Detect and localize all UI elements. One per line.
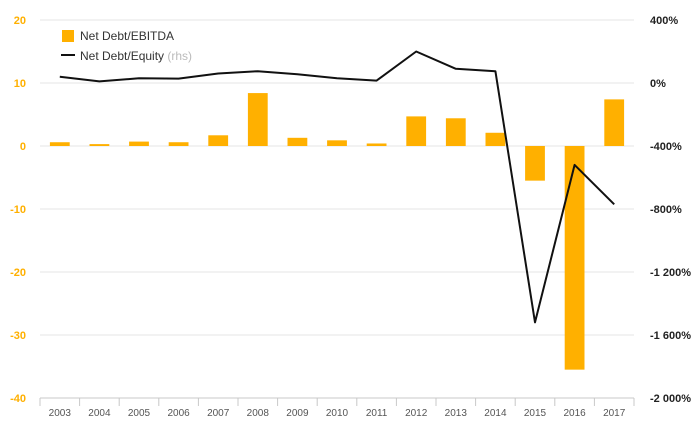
x-tick-label: 2005 — [128, 408, 151, 419]
right-tick-label: 0% — [650, 78, 666, 90]
x-tick-label: 2010 — [326, 408, 349, 419]
bar-2010 — [327, 140, 347, 146]
right-tick-label: -800% — [650, 204, 682, 216]
x-tick-label: 2006 — [167, 408, 190, 419]
bar-2009 — [287, 137, 308, 146]
bar-2007 — [208, 135, 229, 146]
right-tick-label: -1 600% — [650, 330, 691, 342]
left-tick-label: -40 — [10, 393, 26, 405]
left-axis: 20 10 0 -10 -20 -30 -40 — [10, 15, 26, 405]
legend-label-net-debt-equity: Net Debt/Equity (rhs) — [80, 49, 192, 63]
x-tick-label: 2007 — [207, 408, 230, 419]
right-tick-label: -1 200% — [650, 267, 691, 279]
x-tick-label: 2003 — [49, 408, 72, 419]
bar-2014 — [485, 132, 506, 146]
net-debt-equity-line — [59, 50, 615, 324]
gridlines — [40, 19, 634, 399]
left-tick-label: -30 — [10, 330, 26, 342]
x-tick-label: 2008 — [247, 408, 270, 419]
bar-2016 — [564, 146, 585, 370]
legend-label-net-debt-ebitda: Net Debt/EBITDA — [80, 29, 174, 43]
bar-2003 — [49, 142, 70, 146]
x-tick-label: 2011 — [366, 408, 388, 419]
right-tick-label: 400% — [650, 15, 678, 27]
line-series-net-debt-equity — [59, 50, 615, 324]
bar-2008 — [247, 93, 268, 146]
x-tick-label: 2009 — [286, 408, 309, 419]
bar-2011 — [366, 143, 387, 146]
right-tick-label: -2 000% — [650, 393, 691, 405]
x-axis: 2003 2004 2005 2006 2007 2008 2009 2010 2011 2012… — [39, 397, 635, 419]
bar-series-net-debt-ebitda — [49, 93, 625, 370]
x-tick-label: 2017 — [603, 408, 626, 419]
bar-2005 — [129, 141, 149, 146]
x-tick-label: 2016 — [563, 408, 586, 419]
left-tick-label: -20 — [10, 267, 26, 279]
legend-label-rhs: (rhs) — [167, 49, 192, 63]
x-tick-label: 2012 — [405, 408, 428, 419]
legend-label-net-debt-equity-text: Net Debt/Equity — [80, 49, 164, 63]
legend-swatch-net-debt-ebitda — [62, 30, 74, 42]
bar-2017 — [604, 99, 625, 146]
right-tick-label: -400% — [650, 141, 682, 153]
bar-2015 — [525, 146, 545, 181]
left-tick-label: 0 — [20, 141, 26, 153]
x-tick-label: 2015 — [524, 408, 547, 419]
left-tick-label: 20 — [14, 15, 26, 27]
x-tick-label: 2004 — [88, 408, 111, 419]
x-tick-label: 2013 — [445, 408, 468, 419]
bar-2006 — [168, 142, 189, 146]
legend: Net Debt/EBITDA Net Debt/Equity (rhs) — [61, 29, 192, 63]
x-tick-label: 2014 — [484, 408, 507, 419]
bar-2012 — [406, 116, 427, 146]
left-tick-label: -10 — [10, 204, 26, 216]
bar-2004 — [89, 144, 110, 146]
right-axis: 400% 0% -400% -800% -1 200% -1 600% -2 000% — [650, 15, 691, 405]
left-tick-label: 10 — [14, 78, 26, 90]
bar-2013 — [445, 118, 466, 146]
